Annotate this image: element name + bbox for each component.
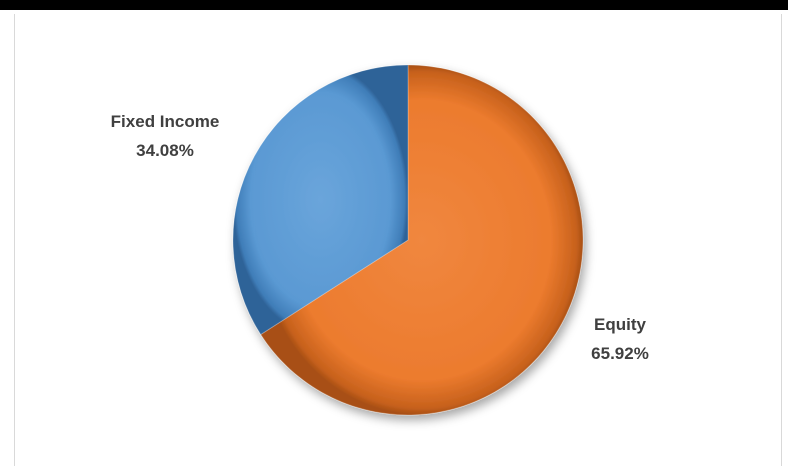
slice-label-fixed-income: Fixed Income — [111, 112, 220, 131]
slice-label-equity: Equity — [594, 315, 646, 334]
top-border-bar — [0, 0, 788, 10]
right-border-line — [781, 14, 782, 466]
pie-slice-fixed-income — [232, 64, 409, 336]
slice-percent-equity: 65.92% — [591, 344, 649, 363]
pie-slice-equity — [260, 64, 584, 416]
slice-percent-fixed-income: 34.08% — [136, 141, 194, 160]
left-border-line — [14, 14, 15, 466]
pie-labels: Equity 65.92% Fixed Income 34.08% — [111, 112, 649, 363]
pie-slices — [232, 64, 584, 416]
